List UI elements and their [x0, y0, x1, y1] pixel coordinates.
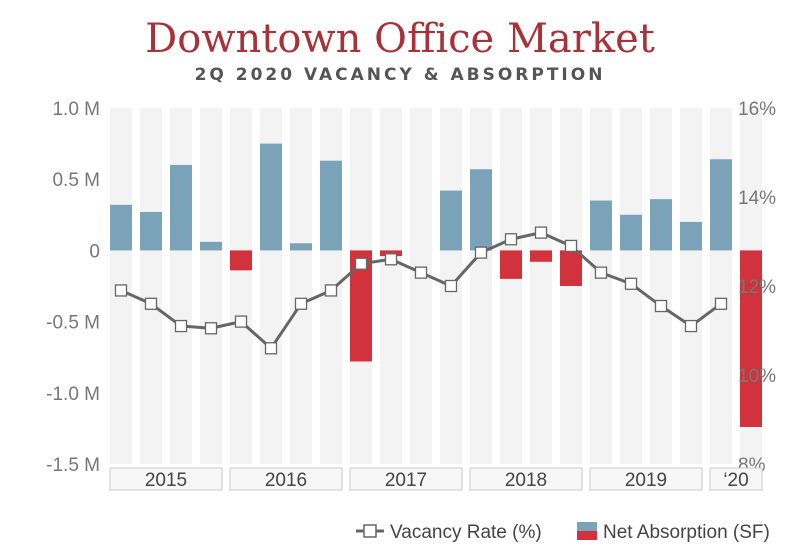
left-tick-label: 0.5 M: [52, 170, 100, 191]
right-tick-label: 10%: [738, 366, 776, 387]
background-column: [290, 108, 312, 464]
vacancy-point: [654, 299, 668, 313]
background-column: [680, 108, 702, 464]
year-label: 2017: [385, 470, 427, 491]
background-column: [380, 108, 402, 464]
absorption-bar: [200, 241, 222, 251]
background-column: [230, 108, 252, 464]
vacancy-point: [594, 266, 608, 279]
absorption-bar: [320, 160, 342, 251]
left-tick-label: -0.5 M: [46, 313, 100, 334]
right-tick-label: 12%: [738, 277, 776, 298]
absorption-bar: [650, 199, 672, 251]
vacancy-point: [174, 319, 188, 333]
left-tick-label: 1.0 M: [52, 99, 100, 120]
absorption-bar: [710, 159, 732, 251]
background-column: [530, 108, 552, 464]
vacancy-point: [414, 266, 428, 279]
absorption-bar: [290, 243, 312, 251]
absorption-bar: [680, 221, 702, 251]
year-label: 2019: [625, 470, 667, 491]
chart-subtitle: 2Q 2020 VACANCY & ABSORPTION: [195, 65, 606, 85]
background-column: [140, 108, 162, 464]
absorption-bar: [260, 143, 282, 251]
vacancy-point: [504, 233, 518, 246]
absorption-bar: [170, 164, 192, 251]
legend-vacancy-label: Vacancy Rate (%): [390, 522, 542, 543]
left-axis: 1.0 M 0.5 M 0 -0.5 M -1.0 M -1.5 M: [46, 99, 100, 476]
vacancy-point: [444, 279, 458, 293]
chart-title: Downtown Office Market: [145, 16, 655, 62]
vacancy-point: [234, 315, 248, 328]
background-column: [200, 108, 222, 464]
left-tick-label: 0: [89, 241, 100, 262]
background-column: [650, 108, 672, 464]
vacancy-point: [714, 297, 728, 310]
absorption-bar: [530, 250, 552, 262]
year-box: [469, 467, 583, 491]
absorption-bar: [230, 250, 252, 271]
absorption-bar: [620, 214, 642, 251]
vacancy-point: [534, 226, 548, 239]
absorption-bar: [590, 200, 612, 251]
year-label: 2016: [265, 470, 307, 491]
vacancy-line: [114, 226, 728, 355]
absorption-bar: [740, 250, 762, 427]
absorption-bar: [560, 250, 582, 286]
legend-absorption-swatch-top: [577, 522, 597, 531]
absorption-bar: [110, 204, 132, 251]
absorption-bar: [470, 169, 492, 251]
year-label: 2015: [145, 470, 187, 491]
vacancy-point: [564, 239, 578, 253]
year-box: [229, 467, 343, 491]
legend-vacancy-marker: [363, 524, 377, 538]
vacancy-point: [294, 297, 308, 310]
background-column: [410, 108, 432, 464]
background-column: [170, 108, 192, 464]
absorption-bar: [350, 250, 372, 362]
right-tick-label: 16%: [738, 99, 776, 120]
legend-absorption-swatch-bottom: [577, 531, 597, 540]
year-label: ‘20: [723, 470, 748, 491]
year-label: 2018: [505, 470, 547, 491]
vacancy-point: [264, 342, 278, 355]
absorption-bar: [140, 211, 162, 251]
legend: Vacancy Rate (%) Net Absorption (SF): [356, 522, 770, 543]
vacancy-point: [684, 319, 698, 333]
left-tick-label: -1.5 M: [46, 455, 100, 476]
background-column: [590, 108, 612, 464]
year-box: [349, 467, 463, 491]
vacancy-point: [114, 284, 128, 297]
vacancy-point: [354, 257, 368, 270]
vacancy-point: [144, 297, 158, 310]
year-labels: 2015 2016 2017 2018 2019 ‘20: [109, 467, 763, 491]
year-box: [709, 467, 763, 491]
vacancy-point: [384, 253, 398, 266]
vacancy-point: [324, 284, 338, 297]
background-column: [470, 108, 492, 464]
vacancy-point: [624, 277, 638, 290]
absorption-bar: [500, 250, 522, 279]
left-tick-label: -1.0 M: [46, 384, 100, 405]
legend-absorption-label: Net Absorption (SF): [603, 522, 770, 543]
year-box: [589, 467, 703, 491]
background-columns: [110, 108, 762, 464]
year-box: [109, 467, 223, 491]
bars: [110, 143, 762, 427]
vacancy-point: [474, 246, 488, 259]
vacancy-point: [204, 322, 218, 335]
absorption-bar: [440, 190, 462, 251]
right-tick-label: 14%: [738, 188, 776, 209]
background-column: [500, 108, 522, 464]
